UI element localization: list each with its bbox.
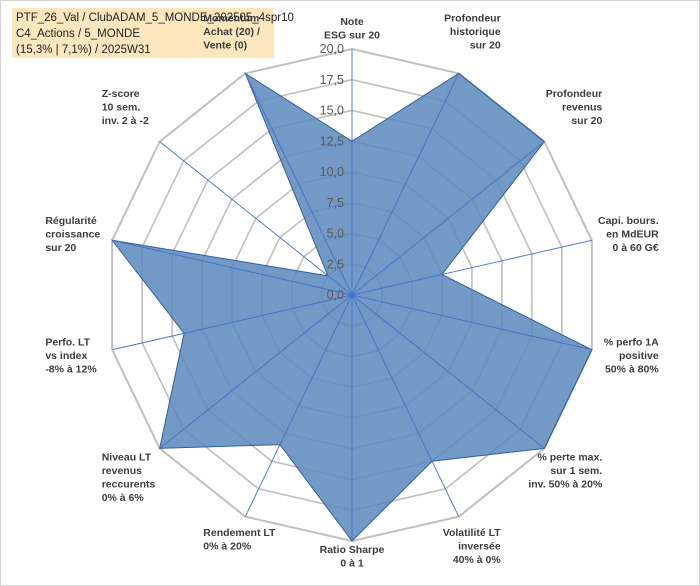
tick-label: 20,0 — [320, 42, 344, 56]
axis-spoke — [351, 239, 592, 296]
axis-label: % perte max. sur 1 sem. inv. 50% à 20% — [528, 452, 603, 491]
title-line-1: PTF_26_Val / ClubADAM_5_MONDE_202505_4sp… — [16, 12, 294, 24]
axis-label: Volatilité LT inversée 40% à 0% — [443, 527, 502, 566]
axis-label: Profondeur historique sur 20 — [444, 12, 501, 51]
axis-spoke — [351, 73, 460, 296]
axis-label: Perfo. LT vs index -8% à 12% — [45, 336, 97, 375]
radar-spokes — [112, 49, 592, 541]
axis-spoke — [351, 294, 545, 449]
axis-label: Profondeur revenus sur 20 — [546, 88, 603, 127]
axis-spoke — [351, 141, 545, 296]
tick-label: 12,5 — [320, 134, 344, 148]
tick-label: 0,0 — [327, 288, 344, 302]
radar-axis-labels: Note ESG sur 20 Profondeur historique sur 20… — [45, 12, 659, 569]
title-line-3: (15,3% | 7,1%) / 2025W31 — [16, 44, 151, 56]
axis-spoke — [159, 294, 353, 449]
axis-spoke — [244, 73, 353, 296]
axis-label: % perfo 1A positive 50% à 80% — [604, 336, 659, 375]
axis-spoke — [112, 239, 353, 296]
axis-label: Z-score 10 sem. inv. 2 à -2 — [102, 88, 149, 127]
tick-label: 7,5 — [327, 196, 344, 210]
tick-label: 2,5 — [327, 257, 344, 271]
axis-label: Rendement LT 0% à 20% — [203, 527, 276, 553]
chart-title-box: PTF_26_Val / ClubADAM_5_MONDE_202505_4sp… — [12, 8, 294, 58]
title-line-2: C4_Actions / 5_MONDE — [16, 28, 140, 40]
axis-label: Note ESG sur 20 — [324, 16, 380, 42]
tick-label: 15,0 — [320, 104, 344, 118]
axis-label: Niveau LT revenus reccurents 0% à 6% — [102, 452, 156, 505]
radar-tick-labels: 0,0 2,5 5,0 7,5 10,0 12,5 15,0 17,5 20,0 — [320, 42, 344, 302]
axis-label: Capi. bours. en MdEUR 0 à 60 G€ — [598, 215, 659, 254]
axis-label: Régularité croissance sur 20 — [45, 215, 100, 254]
tick-label: 17,5 — [320, 73, 344, 87]
axis-spoke — [159, 141, 353, 296]
axis-spoke — [244, 294, 353, 517]
axis-label: Momentum Achat (20) / Vente (0) — [203, 12, 260, 51]
tick-label: 10,0 — [320, 165, 344, 179]
axis-spoke — [112, 294, 353, 351]
axis-label: Ratio Sharpe 0 à 1 — [320, 544, 385, 570]
axis-spoke — [351, 294, 460, 517]
tick-label: 5,0 — [327, 227, 344, 241]
axis-spoke — [351, 294, 592, 351]
